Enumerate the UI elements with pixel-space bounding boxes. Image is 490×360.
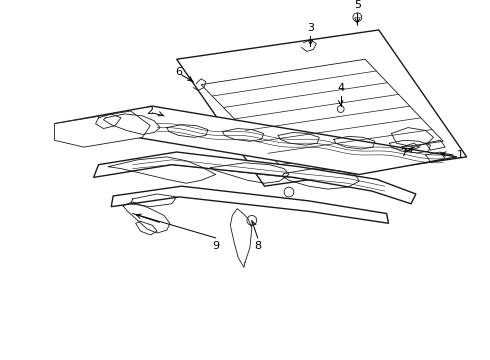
Polygon shape (54, 106, 457, 175)
Text: 5: 5 (354, 0, 361, 10)
Text: 4: 4 (337, 84, 344, 93)
Text: 2: 2 (146, 106, 153, 116)
Text: 1: 1 (457, 150, 464, 160)
Text: 6: 6 (175, 67, 182, 77)
Polygon shape (201, 59, 443, 165)
Polygon shape (94, 152, 416, 204)
Text: 3: 3 (307, 23, 314, 33)
Text: 8: 8 (254, 241, 261, 251)
Text: 7: 7 (400, 148, 407, 158)
Polygon shape (54, 111, 150, 147)
Polygon shape (177, 30, 466, 186)
Polygon shape (111, 186, 389, 223)
Text: 9: 9 (212, 241, 219, 251)
